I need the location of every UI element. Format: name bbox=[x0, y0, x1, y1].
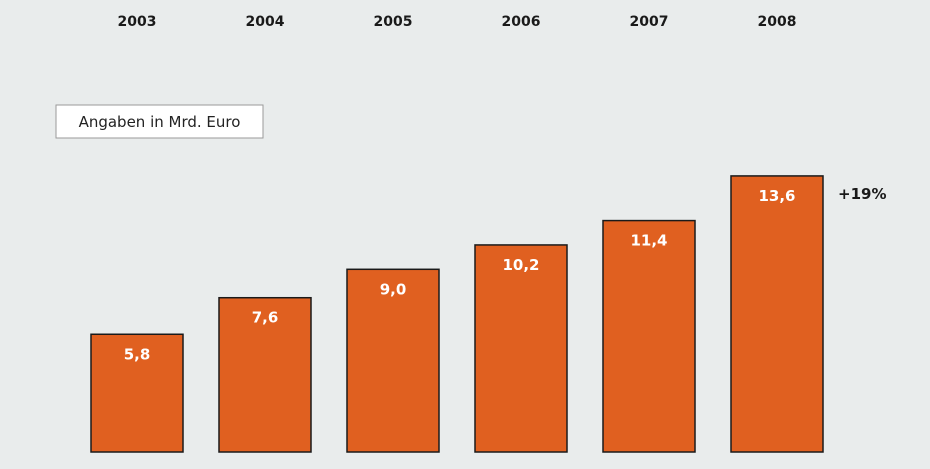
year-label: 2005 bbox=[374, 14, 413, 30]
year-label: 2007 bbox=[630, 14, 669, 30]
bar-value-label: 7,6 bbox=[252, 309, 279, 327]
bar-value-label: 9,0 bbox=[380, 280, 407, 298]
bar bbox=[474, 244, 568, 453]
bar bbox=[730, 175, 824, 453]
bars bbox=[90, 175, 824, 453]
bar bbox=[346, 268, 440, 453]
year-label: 2003 bbox=[118, 14, 157, 30]
growth-annotation: +19% bbox=[838, 185, 886, 203]
unit-box: Angaben in Mrd. Euro bbox=[55, 104, 264, 139]
unit-note: Angaben in Mrd. Euro bbox=[79, 113, 241, 131]
value-labels: 5,8 7,6 9,0 10,2 11,4 13,6 bbox=[124, 187, 796, 363]
unit-box-frame bbox=[55, 104, 264, 139]
bar-value-label: 11,4 bbox=[630, 232, 667, 250]
bar bbox=[602, 219, 696, 453]
year-label: 2008 bbox=[758, 14, 797, 30]
year-labels: 2003 2004 2005 2006 2007 2008 bbox=[118, 14, 797, 30]
bar bbox=[90, 333, 184, 453]
bar-value-label: 13,6 bbox=[758, 187, 795, 205]
bar-value-label: 5,8 bbox=[124, 345, 151, 363]
year-label: 2004 bbox=[246, 14, 285, 30]
bar bbox=[218, 296, 312, 453]
bar-value-label: 10,2 bbox=[502, 256, 539, 274]
year-label: 2006 bbox=[502, 14, 541, 30]
